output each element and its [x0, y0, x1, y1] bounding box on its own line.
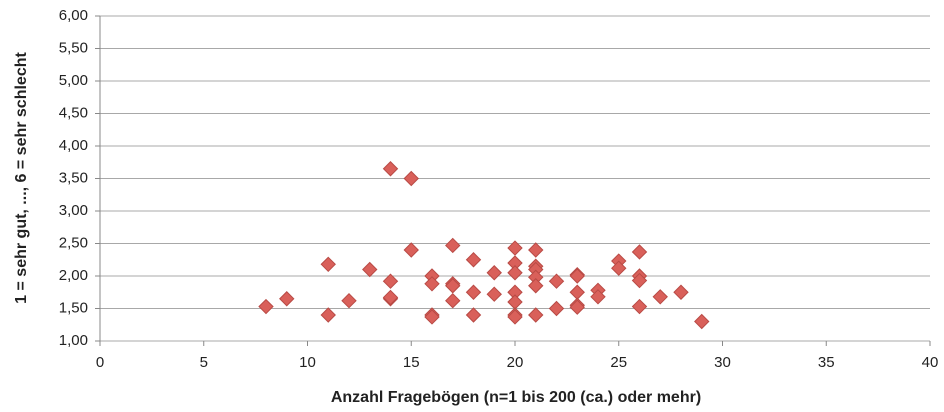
x-tick-label: 20 [507, 354, 524, 371]
y-tick-label: 1,00 [59, 332, 88, 349]
x-tick-label: 25 [610, 354, 627, 371]
point [507, 294, 523, 310]
point [403, 170, 419, 187]
x-axis-title: Anzahl Fragebögen (n=1 bis 200 (ca.) ode… [331, 389, 701, 406]
point [320, 256, 336, 273]
point [403, 242, 419, 258]
point [486, 286, 502, 302]
point [279, 291, 295, 307]
point [569, 284, 585, 300]
point [507, 240, 523, 256]
y-tick-label: 1,50 [59, 299, 88, 316]
point [528, 242, 544, 258]
point [611, 260, 627, 276]
point [445, 292, 461, 309]
point [694, 313, 710, 330]
point [258, 298, 274, 315]
x-tick-label: 0 [96, 354, 104, 371]
y-tick-label: 3,00 [59, 202, 88, 219]
point [382, 273, 399, 289]
point [631, 298, 648, 315]
point [465, 252, 482, 268]
point [424, 276, 440, 292]
point [486, 265, 502, 281]
point [382, 161, 399, 177]
x-tick-label: 35 [818, 354, 835, 371]
x-tick-label: 5 [200, 354, 208, 371]
point [320, 307, 336, 323]
point [569, 268, 585, 284]
point [507, 265, 523, 281]
point [590, 289, 606, 305]
point [569, 299, 585, 315]
y-tick-label: 4,00 [59, 137, 88, 154]
point [548, 273, 565, 289]
point [507, 309, 523, 325]
point [528, 278, 544, 294]
y-tick-label: 6,00 [59, 7, 88, 24]
point [528, 307, 544, 323]
point [652, 289, 668, 305]
point [548, 300, 565, 317]
y-tick-label: 2,00 [59, 267, 88, 284]
y-axis-title: 1 = sehr gut, ..., 6 = sehr schlecht [13, 52, 30, 304]
point [465, 284, 482, 300]
y-tick-label: 2,50 [59, 234, 88, 251]
point [445, 278, 461, 294]
point [445, 237, 461, 254]
point [465, 307, 482, 323]
y-tick-label: 4,50 [59, 104, 88, 121]
point [424, 309, 440, 325]
point [382, 289, 399, 306]
x-tick-label: 15 [403, 354, 420, 371]
point [631, 244, 648, 260]
y-tick-label: 5,50 [59, 39, 88, 56]
x-tick-label: 30 [714, 354, 731, 371]
point [631, 272, 648, 289]
point [362, 261, 378, 278]
point [673, 284, 689, 300]
x-tick-label: 40 [922, 354, 939, 371]
y-tick-label: 5,00 [59, 72, 88, 89]
point [341, 292, 357, 309]
x-tick-label: 10 [299, 354, 316, 371]
y-tick-label: 3,50 [59, 169, 88, 186]
